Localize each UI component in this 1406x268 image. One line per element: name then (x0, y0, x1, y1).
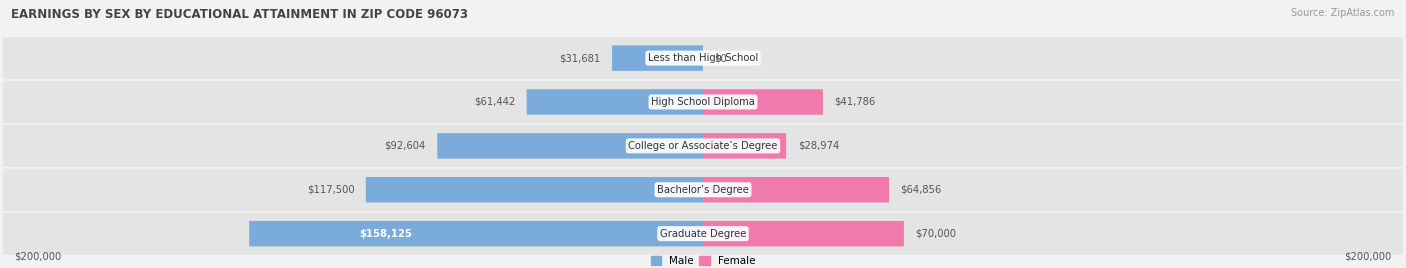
FancyBboxPatch shape (366, 177, 703, 203)
Legend: Male, Female: Male, Female (651, 256, 755, 266)
Text: Less than High School: Less than High School (648, 53, 758, 63)
Text: $41,786: $41,786 (834, 97, 876, 107)
Text: $117,500: $117,500 (307, 185, 354, 195)
FancyBboxPatch shape (703, 221, 904, 246)
FancyBboxPatch shape (437, 133, 703, 159)
FancyBboxPatch shape (3, 37, 1403, 79)
FancyBboxPatch shape (249, 221, 703, 246)
Text: $64,856: $64,856 (901, 185, 942, 195)
Text: $0: $0 (714, 53, 727, 63)
FancyBboxPatch shape (3, 81, 1403, 123)
Text: Bachelor’s Degree: Bachelor’s Degree (657, 185, 749, 195)
Text: $61,442: $61,442 (474, 97, 515, 107)
FancyBboxPatch shape (3, 169, 1403, 211)
FancyBboxPatch shape (703, 177, 889, 203)
Text: $200,000: $200,000 (14, 251, 62, 261)
FancyBboxPatch shape (3, 125, 1403, 167)
Text: $92,604: $92,604 (384, 141, 426, 151)
Text: Graduate Degree: Graduate Degree (659, 229, 747, 239)
Text: College or Associate’s Degree: College or Associate’s Degree (628, 141, 778, 151)
FancyBboxPatch shape (527, 89, 703, 115)
FancyBboxPatch shape (703, 89, 823, 115)
Text: $28,974: $28,974 (797, 141, 839, 151)
FancyBboxPatch shape (612, 45, 703, 71)
Text: $200,000: $200,000 (1344, 251, 1392, 261)
FancyBboxPatch shape (703, 133, 786, 159)
Text: $70,000: $70,000 (915, 229, 956, 239)
Text: $31,681: $31,681 (560, 53, 600, 63)
Text: Source: ZipAtlas.com: Source: ZipAtlas.com (1291, 8, 1395, 18)
Text: EARNINGS BY SEX BY EDUCATIONAL ATTAINMENT IN ZIP CODE 96073: EARNINGS BY SEX BY EDUCATIONAL ATTAINMEN… (11, 8, 468, 21)
Text: $158,125: $158,125 (359, 229, 412, 239)
Text: High School Diploma: High School Diploma (651, 97, 755, 107)
FancyBboxPatch shape (3, 213, 1403, 255)
